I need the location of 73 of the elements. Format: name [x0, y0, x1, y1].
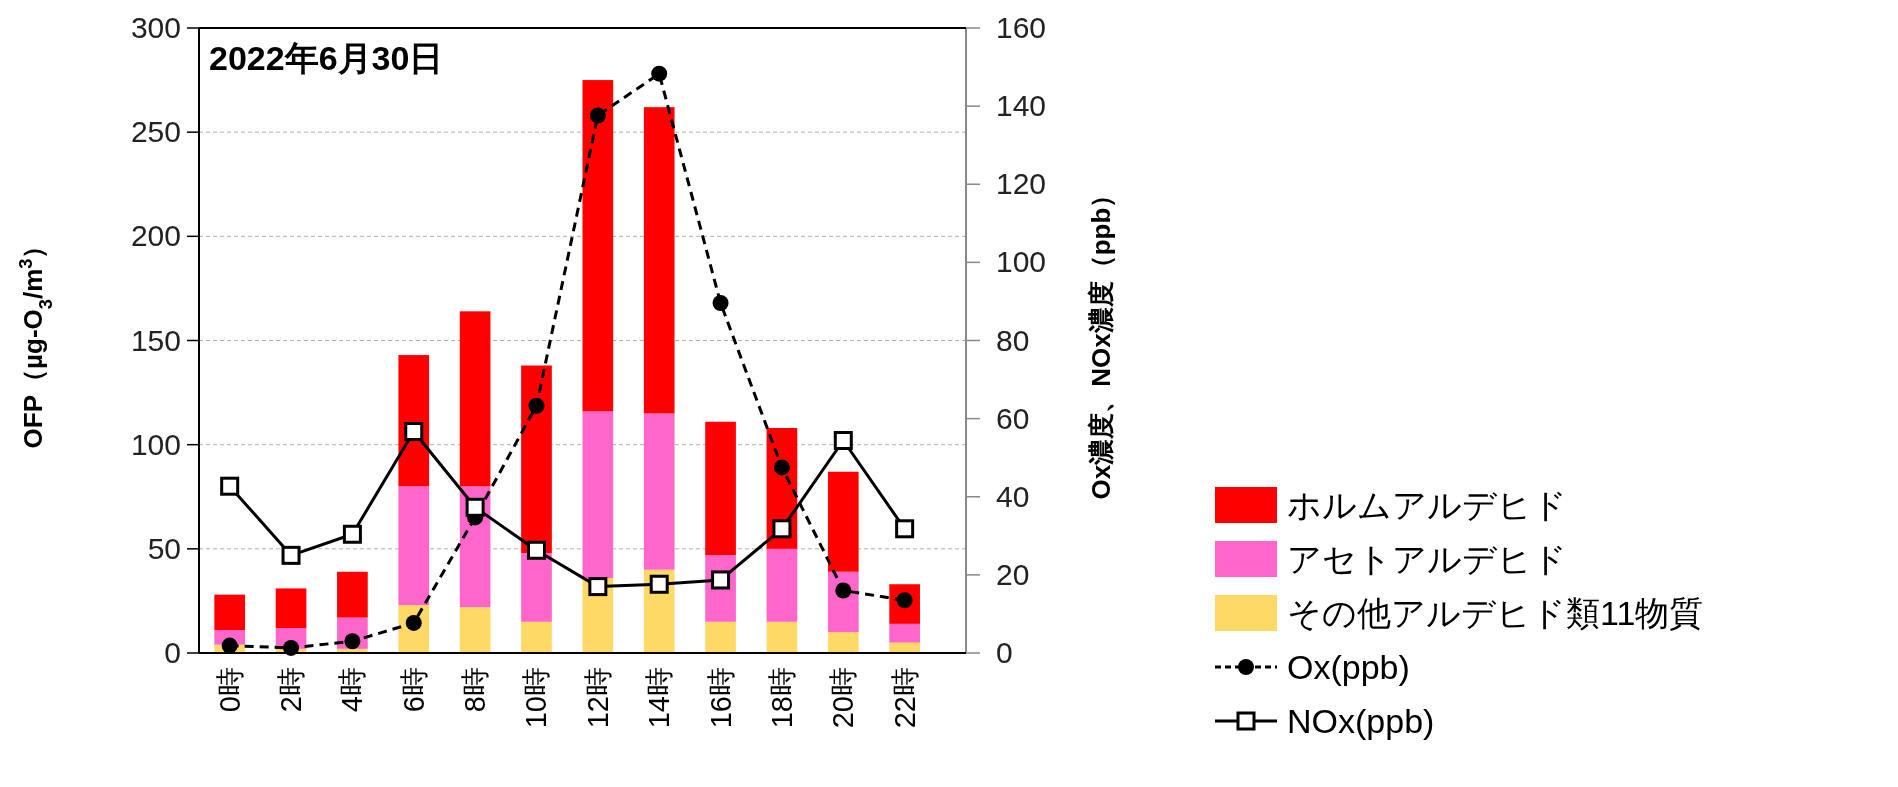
x-tick-label: 16時 — [704, 667, 737, 729]
chart-title: 2022年6月30日 — [209, 39, 444, 77]
y-tick-label: 200 — [130, 219, 181, 253]
point — [220, 476, 240, 496]
bar — [705, 421, 736, 556]
point — [281, 545, 301, 565]
bar — [337, 571, 368, 618]
bar — [889, 623, 920, 643]
y2-tick-label: 80 — [996, 323, 1030, 357]
y2-tick-label: 0 — [996, 636, 1013, 669]
legend-label: NOx(ppb) — [1287, 702, 1435, 740]
point — [895, 519, 915, 539]
x-tick-label: 14時 — [643, 667, 676, 729]
legend-label: Ox(ppb) — [1287, 648, 1410, 686]
bar — [521, 621, 552, 653]
x-tick-label: 4時 — [336, 667, 369, 713]
x-tick-label: 20時 — [827, 667, 860, 729]
point — [772, 519, 792, 539]
point — [465, 497, 485, 517]
bar — [643, 413, 675, 570]
y2-tick-label: 20 — [996, 557, 1030, 591]
legend-label: その他アルデヒド類11物質 — [1287, 594, 1704, 632]
x-tick-label: 10時 — [520, 667, 553, 729]
bar — [827, 471, 859, 572]
point — [221, 637, 238, 654]
point — [588, 577, 608, 597]
point — [712, 295, 729, 311]
point — [773, 459, 790, 476]
point — [651, 65, 668, 82]
y2-tick-label: 160 — [996, 11, 1047, 44]
x-tick-label: 12時 — [581, 667, 614, 729]
bar — [582, 411, 614, 578]
x-tick-label: 8時 — [459, 667, 492, 713]
bar — [459, 311, 491, 487]
y-tick-label: 250 — [130, 115, 181, 149]
point — [404, 422, 424, 442]
bar — [827, 632, 859, 653]
point — [589, 107, 606, 124]
y2-tick-label: 120 — [996, 167, 1047, 201]
bar — [582, 80, 614, 412]
bar — [459, 607, 491, 653]
y-tick-label: 300 — [130, 11, 181, 44]
y-tick-label: 100 — [130, 427, 181, 461]
y-tick-label: 150 — [130, 323, 181, 357]
y2-tick-label: 60 — [996, 401, 1030, 435]
x-tick-label: 2時 — [275, 667, 308, 713]
point — [528, 397, 545, 414]
y-tick-label: 0 — [164, 636, 181, 669]
x-tick-label: 18時 — [765, 667, 798, 729]
y2-axis-title: Ox濃度、NOx濃度（ppb） — [1086, 181, 1116, 500]
x-tick-label: 6時 — [397, 667, 430, 713]
bar — [521, 553, 552, 622]
y2-tick-label: 140 — [996, 89, 1047, 123]
bar — [214, 594, 246, 631]
point — [835, 582, 852, 599]
bar — [643, 107, 675, 414]
x-tick-label: 22時 — [888, 667, 921, 729]
x-tick-label: 0時 — [213, 667, 246, 713]
point — [342, 524, 362, 544]
bar — [275, 588, 307, 628]
point — [283, 639, 300, 656]
bar — [766, 621, 798, 653]
y2-tick-label: 100 — [996, 245, 1047, 279]
point — [649, 574, 669, 594]
legend-label: アセトアルデヒド — [1287, 540, 1567, 578]
y2-tick-label: 40 — [996, 479, 1030, 513]
y-tick-label: 50 — [147, 531, 181, 565]
bar — [398, 486, 430, 606]
point — [833, 431, 853, 450]
bar — [766, 548, 798, 622]
bar — [705, 621, 736, 653]
legend-label: ホルムアルデヒド — [1287, 486, 1567, 524]
point — [526, 540, 546, 560]
